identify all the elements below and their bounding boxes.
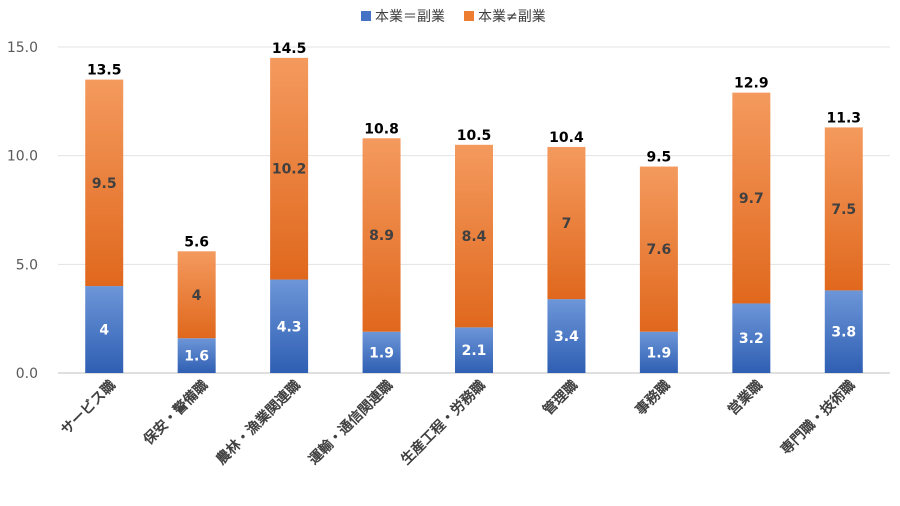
bar-series1 [270, 279, 309, 373]
bar-series1 [639, 331, 678, 373]
bar-series1 [177, 338, 216, 373]
bar-series2 [270, 57, 309, 280]
data-label-series2: 7.5 [831, 202, 856, 218]
data-label-series2: 9.5 [92, 176, 117, 192]
data-label-series1: 4 [99, 323, 109, 339]
bar-series1 [362, 331, 401, 373]
data-label-series1: 3.4 [554, 329, 579, 345]
x-tick-label: 営業職 [724, 377, 766, 419]
y-axis: 0.0 5.0 10.0 15.0 [7, 40, 38, 382]
bar-series1 [455, 327, 493, 373]
y-tick-label: 0.0 [16, 366, 38, 382]
bar-series2 [455, 144, 493, 328]
data-label-series2: 7.6 [646, 242, 671, 258]
data-label-series2: 7 [562, 216, 572, 232]
bar-series1 [824, 290, 863, 373]
bar-series2 [362, 138, 401, 332]
x-tick-label: 生産工程・労務職 [398, 377, 489, 468]
bar-series2 [824, 127, 863, 291]
data-label-series2: 8.9 [369, 228, 394, 244]
data-label-series1: 3.8 [831, 325, 856, 341]
total-label: 11.3 [827, 110, 862, 126]
total-label: 10.4 [549, 130, 584, 146]
bar-series2 [732, 92, 771, 304]
data-label-series1: 1.9 [369, 345, 394, 361]
data-label-series1: 4.3 [277, 319, 302, 335]
bar-series2 [547, 146, 586, 300]
total-label: 5.6 [184, 234, 209, 250]
bar-series1 [732, 303, 771, 373]
total-label: 10.5 [457, 128, 492, 144]
data-label-series1: 1.9 [646, 345, 671, 361]
x-tick-label: 運輸・通信関連職 [305, 377, 396, 468]
x-tick-label: 事務職 [632, 377, 674, 419]
legend: 本業＝副業 本業≠副業 [361, 9, 546, 25]
total-label: 9.5 [646, 150, 671, 166]
bar-series1 [85, 286, 124, 373]
data-label-series2: 4 [192, 288, 202, 304]
bar-series2 [639, 166, 678, 332]
legend-swatch-series2 [464, 11, 474, 21]
bars: 4 9.5 13.5 1.6 4 5.6 4.3 10.2 14.5 1.9 8.9 10.8 2.1 8… [85, 41, 863, 373]
x-tick-label: 保安・警備職 [139, 377, 211, 449]
legend-label-series1: 本業＝副業 [375, 9, 445, 25]
total-label: 12.9 [734, 76, 769, 92]
y-tick-label: 10.0 [7, 149, 38, 165]
x-tick-label: サービス職 [58, 377, 120, 439]
total-label: 13.5 [87, 63, 122, 79]
legend-label-series2: 本業≠副業 [478, 9, 546, 25]
y-tick-label: 5.0 [16, 257, 38, 273]
bar-series2 [85, 79, 124, 287]
y-tick-label: 15.0 [7, 40, 38, 56]
x-tick-label: 専門職・技術職 [777, 377, 858, 458]
data-label-series1: 1.6 [184, 349, 209, 365]
bar-series2 [177, 251, 216, 339]
x-axis: サービス職 保安・警備職 農林・漁業関連職 運輸・通信関連職 生産工程・労務職 管理職 事務… [58, 377, 859, 468]
bar-series1 [547, 299, 586, 373]
data-label-series2: 9.7 [739, 191, 764, 207]
data-label-series2: 8.4 [462, 229, 487, 245]
data-label-series2: 10.2 [272, 162, 307, 178]
total-label: 14.5 [272, 41, 307, 57]
data-label-series1: 3.2 [739, 331, 764, 347]
legend-swatch-series1 [361, 11, 371, 21]
x-tick-label: 管理職 [540, 377, 582, 419]
total-label: 10.8 [364, 121, 399, 137]
x-tick-label: 農林・漁業関連職 [213, 377, 304, 468]
data-label-series1: 2.1 [462, 343, 487, 359]
